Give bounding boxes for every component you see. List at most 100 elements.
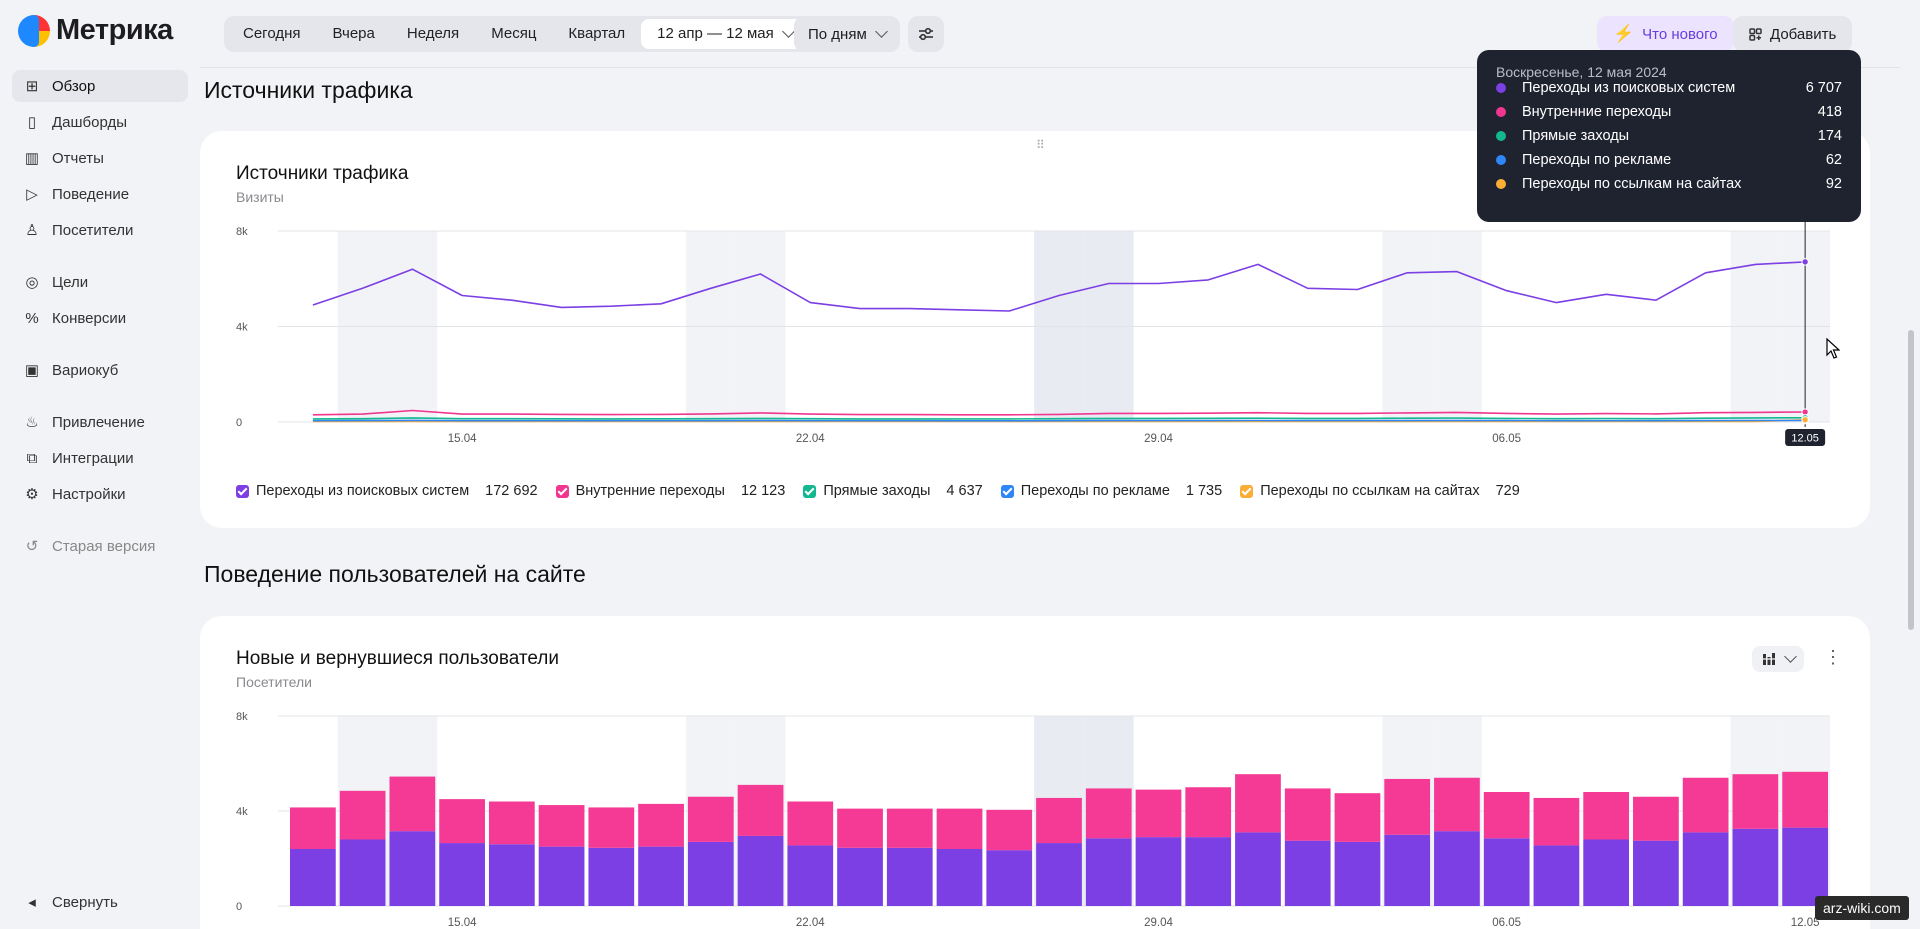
stacked-bar-segment[interactable] — [1284, 788, 1331, 841]
stacked-bar-segment[interactable] — [837, 847, 883, 906]
filters-button[interactable] — [908, 16, 944, 52]
stacked-bar-segment[interactable] — [1036, 843, 1082, 906]
stacked-bar-segment[interactable] — [389, 776, 436, 832]
stacked-bar-segment[interactable] — [837, 808, 883, 848]
stacked-bar-segment[interactable] — [1533, 845, 1580, 906]
stacked-bar-segment[interactable] — [1085, 838, 1132, 906]
stacked-bar-segment[interactable] — [1732, 828, 1779, 906]
stacked-bar-segment[interactable] — [339, 839, 386, 907]
stacked-bar-segment[interactable] — [1682, 832, 1729, 906]
stacked-bar-segment[interactable] — [737, 784, 784, 836]
sidebar-item-overview[interactable]: ⊞ Обзор — [12, 70, 188, 102]
period-quarter[interactable]: Квартал — [568, 25, 626, 42]
stacked-bar-segment[interactable] — [1483, 838, 1530, 906]
stacked-bar-segment[interactable] — [638, 846, 684, 906]
stacked-bar-segment[interactable] — [1583, 792, 1630, 840]
legend-item[interactable]: Переходы по ссылкам на сайтах 729 — [1240, 483, 1520, 499]
legend-checkbox-icon[interactable] — [1240, 484, 1254, 498]
add-button[interactable]: Добавить — [1733, 16, 1853, 52]
stacked-bar-segment[interactable] — [1583, 839, 1630, 907]
drag-handle-icon[interactable]: ⠿ — [1036, 138, 1045, 152]
stacked-bar-segment[interactable] — [538, 846, 585, 906]
stacked-bar-segment[interactable] — [986, 850, 1033, 906]
sidebar-item-old-version[interactable]: ↺ Старая версия — [12, 530, 188, 562]
legend-item[interactable]: Переходы из поисковых систем 172 692 — [236, 483, 538, 499]
chart-type-dropdown[interactable] — [1752, 646, 1804, 672]
stacked-bar-segment[interactable] — [787, 801, 834, 846]
stacked-bar-segment[interactable] — [488, 844, 535, 906]
stacked-bar-segment[interactable] — [687, 841, 734, 906]
stacked-bar-segment[interactable] — [687, 796, 734, 842]
period-week[interactable]: Неделя — [406, 25, 460, 42]
date-range-picker[interactable]: 12 апр — 12 мая — [641, 19, 809, 49]
whats-new-button[interactable]: ⚡ Что нового — [1597, 16, 1734, 52]
stacked-bar-segment[interactable] — [1334, 841, 1381, 906]
stacked-bar-segment[interactable] — [1235, 774, 1281, 833]
sidebar-item-reports[interactable]: ▥ Отчеты — [12, 142, 188, 174]
stacked-bar-segment[interactable] — [787, 845, 834, 906]
stacked-bar-segment[interactable] — [1334, 793, 1381, 842]
collapse-sidebar-button[interactable]: ◂ Свернуть — [12, 886, 188, 918]
legend-checkbox-icon[interactable] — [1000, 484, 1014, 498]
scrollbar-thumb[interactable] — [1908, 330, 1914, 630]
stacked-bar-segment[interactable] — [339, 790, 386, 840]
stacked-bar-segment[interactable] — [1732, 774, 1779, 829]
stacked-bar-segment[interactable] — [488, 801, 535, 845]
stacked-bar-segment[interactable] — [1633, 796, 1679, 841]
stacked-bar-segment[interactable] — [290, 807, 336, 849]
stacked-bar-segment[interactable] — [936, 849, 983, 906]
sidebar-item-acquisition[interactable]: ♨ Привлечение — [12, 406, 188, 438]
period-yesterday[interactable]: Вчера — [332, 25, 375, 42]
stacked-bar-segment[interactable] — [737, 835, 784, 906]
stacked-bar-segment[interactable] — [886, 847, 933, 906]
users-bar-chart[interactable]: 0 4k 8k 15.04 22.04 29.04 06.05 12.05 — [200, 616, 1870, 929]
stacked-bar-segment[interactable] — [1284, 840, 1331, 906]
period-today[interactable]: Сегодня — [243, 25, 301, 42]
stacked-bar-segment[interactable] — [936, 808, 983, 849]
stacked-bar-segment[interactable] — [389, 831, 436, 906]
stacked-bar-segment[interactable] — [1533, 797, 1580, 846]
stacked-bar-segment[interactable] — [1036, 797, 1082, 844]
stacked-bar-segment[interactable] — [1384, 834, 1431, 906]
stacked-bar-segment[interactable] — [1633, 840, 1679, 906]
stacked-bar-segment[interactable] — [439, 799, 485, 844]
stacked-bar-segment[interactable] — [1085, 788, 1132, 839]
stacked-bar-segment[interactable] — [1483, 792, 1530, 839]
stacked-bar-segment[interactable] — [1782, 827, 1828, 906]
legend-checkbox-icon[interactable] — [236, 484, 249, 498]
more-options-icon[interactable]: ⋮ — [1824, 647, 1842, 667]
stacked-bar-segment[interactable] — [538, 805, 585, 847]
period-month[interactable]: Месяц — [491, 25, 537, 42]
traffic-line-chart[interactable]: 0 4k 8k 15.04 22.04 29.04 06.05 12.05 — [200, 131, 1870, 451]
metrika-logo[interactable]: Метрика — [18, 14, 173, 47]
stacked-bar-segment[interactable] — [1434, 831, 1480, 906]
stacked-bar-segment[interactable] — [588, 847, 635, 906]
legend-item[interactable]: Прямые заходы 4 637 — [803, 483, 983, 499]
stacked-bar-segment[interactable] — [986, 809, 1033, 851]
stacked-bar-segment[interactable] — [1434, 777, 1480, 832]
grouping-dropdown[interactable]: По дням — [794, 16, 900, 52]
sidebar-item-conversions[interactable]: % Конверсии — [12, 302, 188, 334]
legend-checkbox-icon[interactable] — [803, 484, 817, 498]
legend-item[interactable]: Переходы по рекламе 1 735 — [1000, 483, 1222, 499]
stacked-bar-segment[interactable] — [1682, 777, 1729, 833]
stacked-bar-segment[interactable] — [1185, 787, 1232, 838]
stacked-bar-segment[interactable] — [1782, 771, 1828, 828]
stacked-bar-segment[interactable] — [1185, 837, 1232, 906]
stacked-bar-segment[interactable] — [886, 808, 933, 848]
stacked-bar-segment[interactable] — [588, 807, 635, 848]
sidebar-item-settings[interactable]: ⚙ Настройки — [12, 478, 188, 510]
stacked-bar-segment[interactable] — [1235, 832, 1281, 906]
legend-item[interactable]: Внутренние переходы 12 123 — [555, 483, 785, 499]
sidebar-item-integrations[interactable]: ⧉ Интеграции — [12, 442, 188, 474]
legend-checkbox-icon[interactable] — [555, 484, 569, 498]
sidebar-item-behavior[interactable]: ▷ Поведение — [12, 178, 188, 210]
stacked-bar-segment[interactable] — [290, 849, 336, 906]
stacked-bar-segment[interactable] — [1135, 789, 1182, 838]
sidebar-item-dashboards[interactable]: ▯ Дашборды — [12, 106, 188, 138]
stacked-bar-segment[interactable] — [1135, 837, 1182, 906]
sidebar-item-goals[interactable]: ◎ Цели — [12, 266, 188, 298]
stacked-bar-segment[interactable] — [1384, 778, 1431, 835]
sidebar-item-variocube[interactable]: ▣ Вариокуб — [12, 354, 188, 386]
stacked-bar-segment[interactable] — [638, 803, 684, 847]
